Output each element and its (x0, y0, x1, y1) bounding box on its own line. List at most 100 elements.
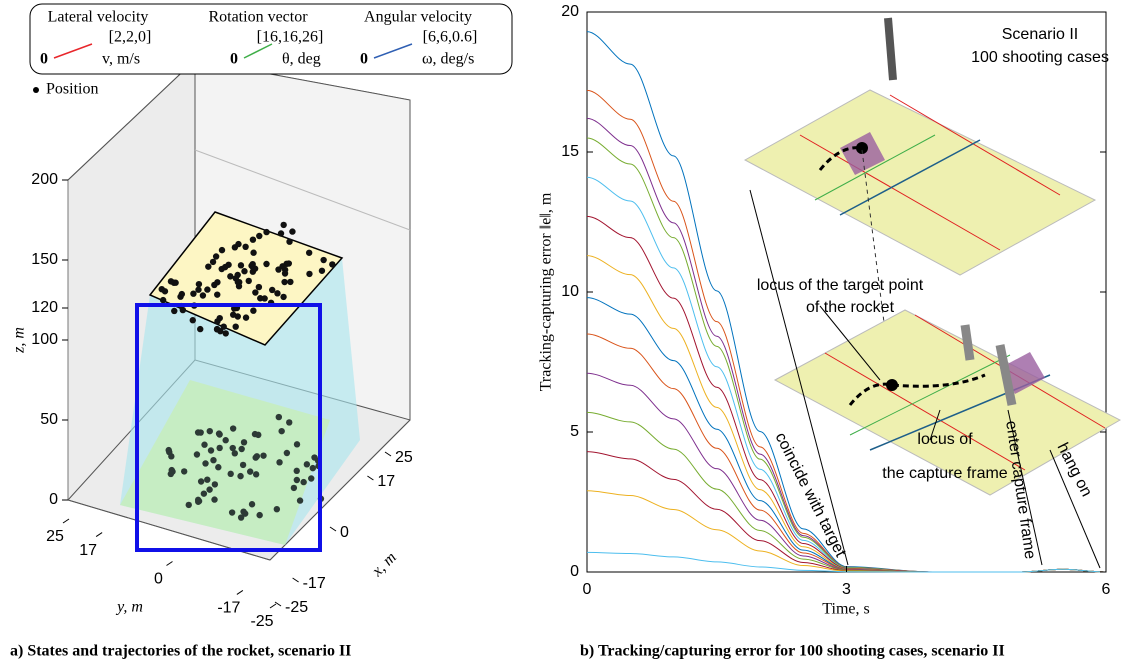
x-tick (274, 601, 282, 607)
dot (261, 295, 268, 302)
dot (221, 263, 229, 271)
dot (246, 468, 254, 475)
dot (283, 449, 291, 457)
dot (242, 243, 249, 251)
legend-title: Rotation vector (208, 9, 308, 26)
annotation: locus of (917, 431, 973, 448)
caption-a: a) States and trajectories of the rocket… (10, 643, 351, 660)
y-tick-label: 0 (570, 563, 579, 580)
dot (204, 286, 211, 293)
dot (286, 238, 293, 245)
dot (199, 292, 207, 299)
dot (185, 501, 192, 509)
dot (242, 314, 250, 321)
pointer (1007, 409, 1043, 566)
dot (205, 263, 212, 270)
x-tick (292, 577, 299, 583)
x-tick-label: -25 (285, 599, 308, 616)
y-tick-label: 17 (79, 542, 97, 559)
dot (227, 273, 234, 280)
dot (237, 472, 244, 480)
dot (293, 476, 301, 484)
dot (218, 246, 226, 254)
dot (201, 441, 208, 448)
dot (239, 461, 247, 469)
caption-b: b) Tracking/capturing error for 100 shoo… (580, 643, 1005, 660)
dot (167, 278, 175, 285)
dot (305, 249, 313, 256)
curves (586, 31, 1107, 573)
dot (286, 419, 293, 426)
dot (231, 450, 238, 457)
dot (220, 323, 227, 330)
z-tick-label: 100 (31, 331, 58, 348)
dot (168, 453, 175, 460)
dot (237, 262, 245, 269)
dot (190, 290, 197, 297)
z-tick-label: 50 (40, 411, 58, 428)
dot (229, 311, 237, 318)
dot (216, 444, 223, 452)
dot (161, 288, 169, 295)
legend-vector: [6,6,0.6] (423, 29, 478, 46)
y-tick (236, 589, 244, 595)
dot (245, 277, 252, 285)
legend-label: θ, deg (282, 51, 321, 68)
dot (231, 244, 239, 251)
dot (211, 496, 218, 503)
pointer (1049, 449, 1101, 569)
y-axis-label: Tracking-capturing error ‖e‖, m (538, 192, 555, 391)
dot (209, 258, 217, 266)
dot (240, 508, 247, 515)
dot (200, 490, 208, 497)
y-tick-label: -25 (250, 613, 273, 630)
x-tick-label: 17 (377, 473, 395, 490)
dot (280, 221, 287, 229)
dot (168, 466, 175, 474)
legend-arrow (243, 43, 273, 59)
highlight-box (135, 303, 322, 552)
z-tick-label: 150 (31, 251, 58, 268)
legend-vector: [2,2,0] (109, 29, 152, 46)
legend-arrow (53, 43, 93, 59)
dot (276, 459, 283, 466)
dot (229, 425, 237, 432)
dot (269, 286, 276, 294)
dot (234, 271, 241, 279)
dot (320, 256, 327, 264)
dot (222, 437, 229, 444)
dot (306, 270, 313, 278)
dot (210, 456, 217, 464)
y-tick-label: 20 (561, 3, 579, 20)
dot (303, 461, 311, 468)
dot (279, 263, 286, 270)
x-tick-label: 0 (583, 581, 592, 598)
y-axis-label: y, m (115, 599, 143, 616)
dot (212, 253, 220, 260)
legend: Lateral velocity [2,2,0] 0 v, m/s Rotation v… (40, 9, 477, 68)
dot (227, 470, 234, 478)
dot (194, 496, 202, 504)
dot (300, 478, 307, 486)
y-tick-label: 5 (570, 423, 579, 440)
dot (237, 514, 245, 521)
dot (178, 290, 186, 298)
annotation: Scenario II (1002, 26, 1078, 43)
dot (206, 427, 213, 435)
right-axes: 0 5 10 15 20 0 3 6 (561, 3, 1110, 598)
y-tick (95, 532, 103, 538)
dot (293, 467, 300, 475)
dot (211, 481, 219, 488)
dot (296, 497, 304, 504)
x-tick-label: 25 (395, 449, 413, 466)
dot (193, 451, 201, 458)
y-tick (166, 561, 173, 566)
dot (255, 283, 263, 291)
dot (311, 454, 318, 461)
dot (275, 413, 283, 421)
z-tick-label: 120 (31, 299, 58, 316)
dot (215, 464, 222, 471)
dot (202, 460, 209, 467)
